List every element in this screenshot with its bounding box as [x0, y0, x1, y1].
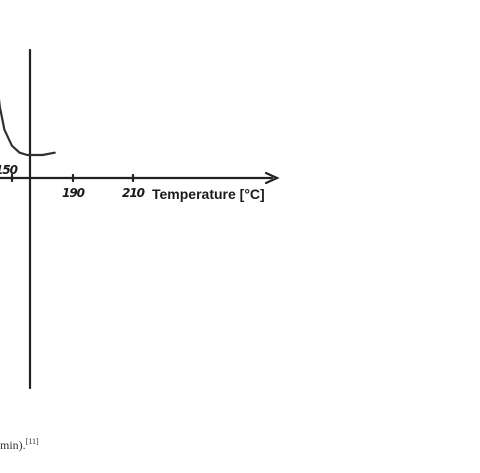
x-tick-label-1: 190	[62, 186, 85, 200]
series-layer	[0, 98, 56, 157]
caption-reference: [11]	[25, 437, 39, 446]
x-tick-label-2: 210	[122, 186, 145, 200]
x-axis-title: Temperature [°C]	[152, 186, 265, 202]
x-axis-arrowhead	[264, 171, 280, 185]
x-tick-label-0: 150	[0, 163, 18, 177]
ticks-layer: 150 190 210	[0, 163, 146, 200]
axes-layer	[0, 48, 280, 390]
figure-caption: min).[11]	[0, 437, 39, 453]
series-line-0	[0, 98, 56, 157]
caption-text: min).	[0, 438, 26, 452]
